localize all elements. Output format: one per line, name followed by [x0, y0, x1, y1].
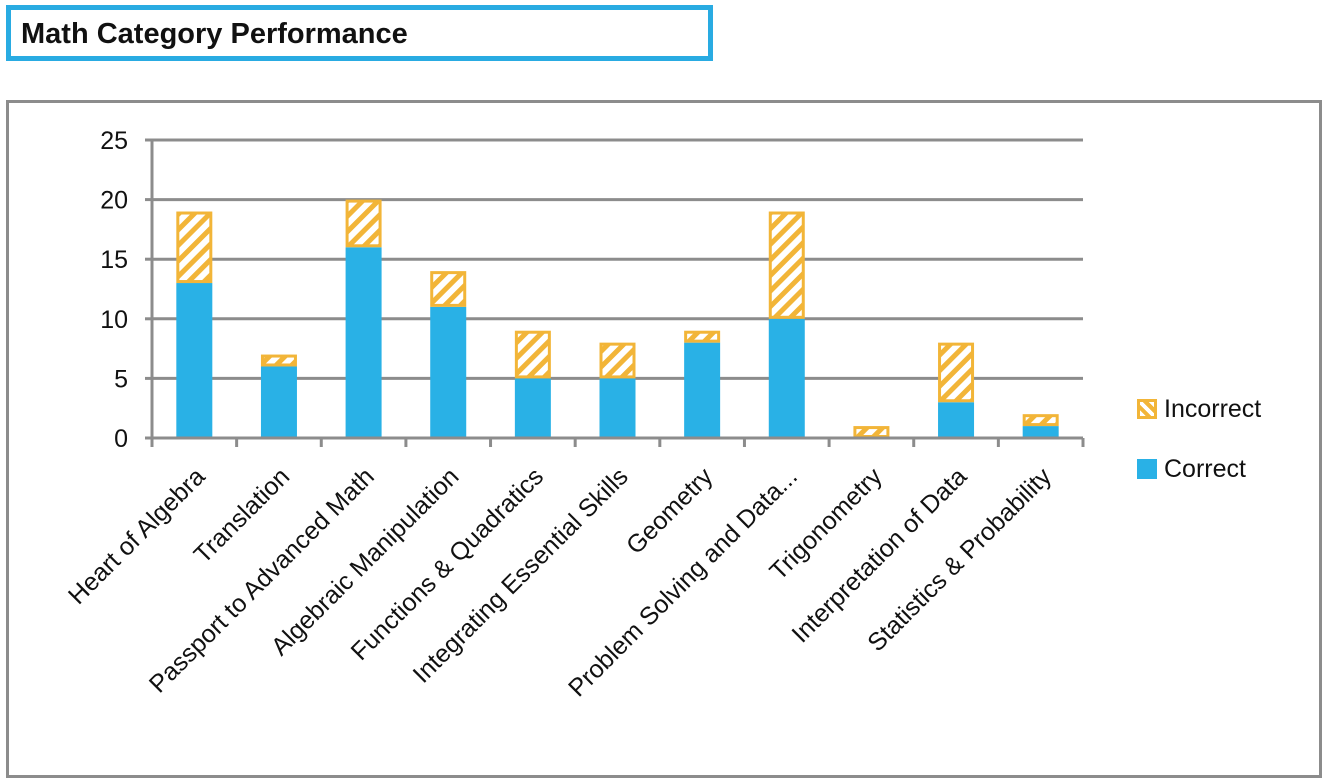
bar-correct [938, 402, 975, 438]
bar-incorrect [684, 330, 721, 343]
bar-correct [684, 342, 721, 438]
bar-correct [768, 318, 805, 438]
bar-correct [345, 247, 382, 438]
x-tick-label: Heart of Algebra [63, 462, 211, 610]
legend-label-correct: Correct [1164, 454, 1246, 483]
y-tick-label: 20 [100, 187, 128, 215]
bar-incorrect [768, 211, 805, 319]
legend-label-incorrect: Incorrect [1164, 394, 1262, 423]
bar-incorrect [345, 199, 382, 248]
bar-correct [260, 366, 297, 438]
bars [176, 199, 1059, 438]
bar-correct [430, 306, 467, 438]
bar-incorrect [260, 354, 297, 367]
y-axis-ticks: 0 5 10 15 20 25 [100, 127, 128, 453]
axes [145, 138, 1085, 447]
bar-incorrect [853, 426, 890, 438]
y-tick-label: 0 [114, 425, 128, 453]
bar-incorrect [1022, 414, 1059, 427]
bar-incorrect [514, 330, 551, 379]
bar-incorrect [430, 271, 467, 307]
bar-incorrect [938, 342, 975, 403]
y-tick-label: 15 [100, 246, 128, 274]
bar-correct [1022, 426, 1059, 438]
chart-title: Math Category Performance [21, 18, 408, 50]
legend-item-correct: Correct [1137, 454, 1246, 484]
legend-swatch-incorrect [1137, 399, 1157, 419]
bar-correct [176, 283, 213, 438]
bar-incorrect [176, 211, 213, 284]
y-tick-label: 5 [114, 365, 128, 393]
y-tick-label: 25 [100, 127, 128, 155]
chart-title-box: Math Category Performance [6, 5, 713, 61]
gridlines [152, 138, 1083, 380]
bar-correct [599, 378, 636, 438]
legend-item-incorrect: Incorrect [1137, 394, 1261, 424]
bar-correct [514, 378, 551, 438]
legend-swatch-correct [1137, 459, 1157, 479]
y-tick-label: 10 [100, 306, 128, 334]
bar-incorrect [599, 342, 636, 379]
